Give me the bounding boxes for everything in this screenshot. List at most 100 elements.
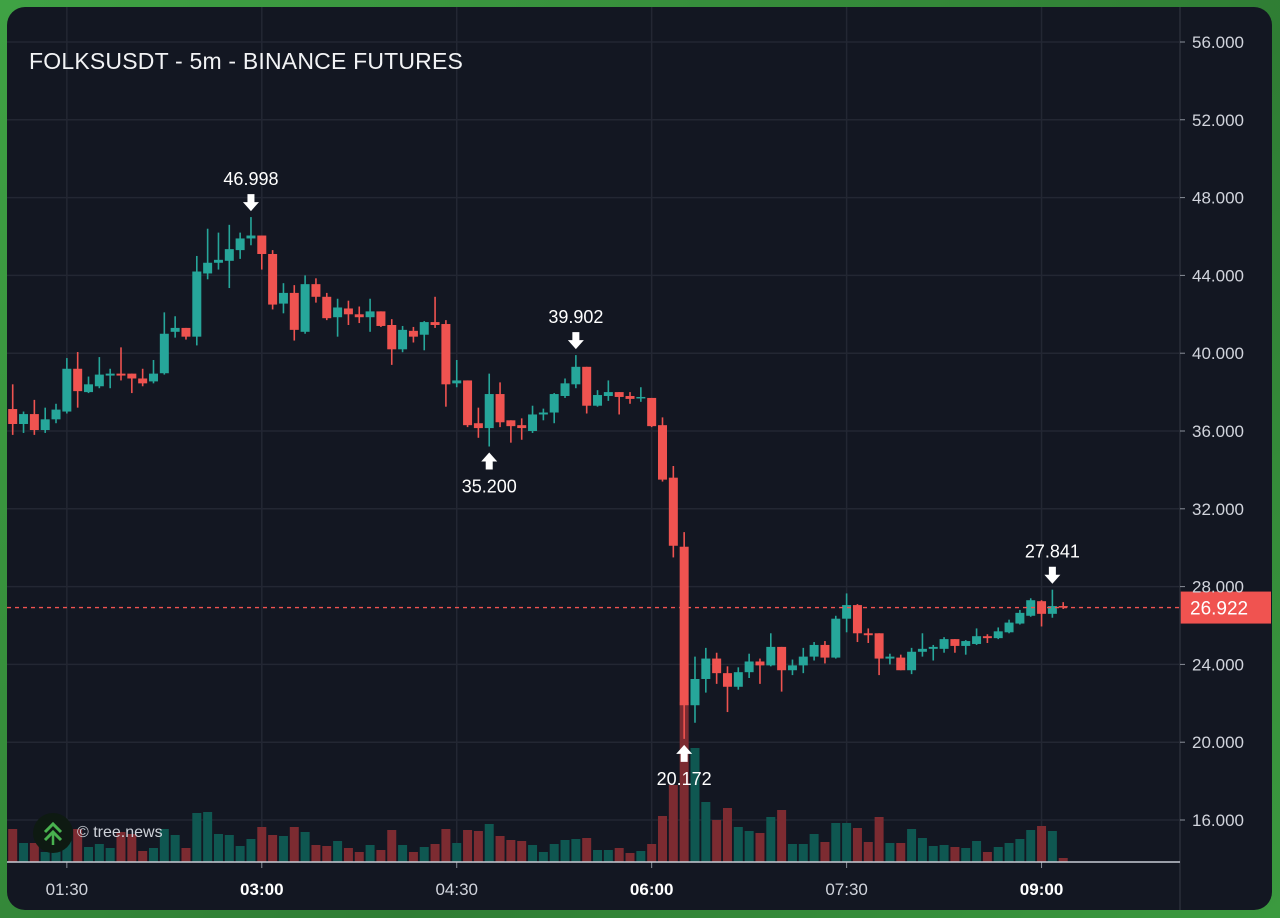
chart-panel: 46.998 35.200 39.902 20.172 27.841 26.922 56…: [7, 7, 1272, 910]
volume-bar: [972, 841, 982, 862]
volume-bar: [159, 829, 169, 862]
volume-bar: [982, 852, 992, 862]
last-price-badge: [1180, 591, 1271, 624]
volume-bar: [376, 850, 386, 862]
volume-bar: [94, 844, 104, 862]
volume-bar: [192, 813, 202, 862]
price-tick-label: 20.000: [1192, 733, 1244, 752]
watermark-text: © tree.news: [77, 824, 163, 841]
candle-body: [181, 327, 191, 337]
candle-body: [820, 644, 830, 658]
candle-body: [484, 394, 494, 429]
volume-bar: [961, 848, 971, 862]
candle-body: [917, 648, 927, 652]
candle-body: [961, 641, 971, 646]
volume-bar: [950, 847, 960, 862]
last-price-label: 26.922: [1190, 599, 1248, 620]
candle-body: [842, 605, 852, 619]
candle-body: [658, 425, 667, 480]
price-tick-label: 44.000: [1192, 266, 1244, 285]
volume-bar: [831, 823, 841, 862]
volume-bar: [647, 844, 657, 862]
volume-bar: [289, 827, 299, 862]
candle-body: [907, 651, 917, 671]
volume-bar: [29, 843, 39, 862]
candle-body: [408, 330, 418, 337]
time-tick-label: 07:30: [825, 880, 868, 899]
volume-bar: [268, 835, 278, 862]
candle-body: [982, 636, 992, 639]
candle-body: [560, 383, 570, 396]
volume-bar: [722, 808, 732, 862]
candle-body: [798, 656, 808, 666]
time-tick-label: 04:30: [435, 880, 478, 899]
arrow-up-icon: [676, 744, 693, 762]
candle-body: [1015, 612, 1025, 624]
price-tick-label: 40.000: [1192, 344, 1244, 363]
candle-body: [495, 394, 505, 423]
candle-body: [213, 259, 223, 263]
volume-bar: [582, 838, 592, 862]
candle-body: [701, 658, 711, 679]
volume-bar: [398, 845, 408, 862]
price-axis: 56.000 52.000 48.000 44.000 40.000 36.000 32.0…: [1179, 7, 1244, 910]
volume-bar: [170, 835, 180, 862]
time-tick-label: 09:00: [1020, 880, 1063, 899]
high-price-label: 46.998: [223, 169, 278, 189]
arrow-down-icon: [242, 194, 259, 212]
candle-body: [29, 414, 39, 431]
price-tick-label: 56.000: [1192, 33, 1244, 52]
volume-bar: [874, 817, 884, 862]
volume-bar: [701, 802, 711, 862]
candle-body: [441, 324, 451, 385]
candle-body: [809, 644, 819, 657]
candle-body: [376, 311, 386, 326]
volume-bar: [1058, 858, 1068, 862]
volume-bar: [452, 843, 462, 862]
candle-body: [300, 284, 310, 332]
volume-bar: [84, 847, 94, 862]
volume-bar: [907, 829, 917, 862]
volume-bar: [679, 702, 689, 862]
volume-bar: [712, 820, 722, 862]
candle-body: [19, 414, 29, 424]
price-tick-label: 16.000: [1192, 811, 1244, 830]
volume-bar: [62, 835, 72, 862]
tree-news-chevrons-icon: [33, 813, 73, 853]
chart-title: FOLKSUSDT - 5m - BINANCE FUTURES: [29, 48, 464, 74]
volume-bar: [116, 832, 126, 862]
volume-bar: [213, 834, 223, 862]
candle-body: [766, 646, 776, 666]
candle-body: [289, 292, 299, 330]
candle-body: [831, 618, 841, 658]
candle-body: [203, 262, 213, 274]
volume-bar: [744, 831, 754, 862]
volume-bar: [40, 852, 50, 862]
candle-body: [333, 307, 343, 318]
volume-bar: [809, 834, 819, 862]
candle-body: [105, 373, 115, 376]
candle-body: [343, 308, 353, 315]
volume-bar: [787, 844, 797, 862]
volume-bar: [517, 841, 527, 862]
volume-bar: [571, 839, 581, 862]
arrow-up-icon: [481, 452, 498, 470]
candle-body: [116, 373, 126, 376]
candle-body: [712, 658, 722, 674]
candle-body: [278, 292, 288, 304]
candle-body: [235, 238, 245, 251]
volume-bar: [528, 845, 538, 862]
low-price-label: 35.200: [462, 477, 517, 497]
candle-body: [549, 394, 559, 413]
candle-body: [950, 639, 960, 646]
candle-body: [430, 322, 440, 325]
volume-bar: [852, 828, 862, 862]
volume-bar: [928, 846, 938, 862]
price-tick-label: 32.000: [1192, 500, 1244, 519]
candle-body: [593, 395, 603, 406]
price-tick-label: 52.000: [1192, 111, 1244, 130]
volume-bar: [690, 748, 700, 862]
candle-body: [603, 392, 613, 396]
candlestick-chart[interactable]: 46.998 35.200 39.902 20.172 27.841 26.922 56…: [7, 7, 1272, 910]
candle-body: [148, 373, 158, 382]
